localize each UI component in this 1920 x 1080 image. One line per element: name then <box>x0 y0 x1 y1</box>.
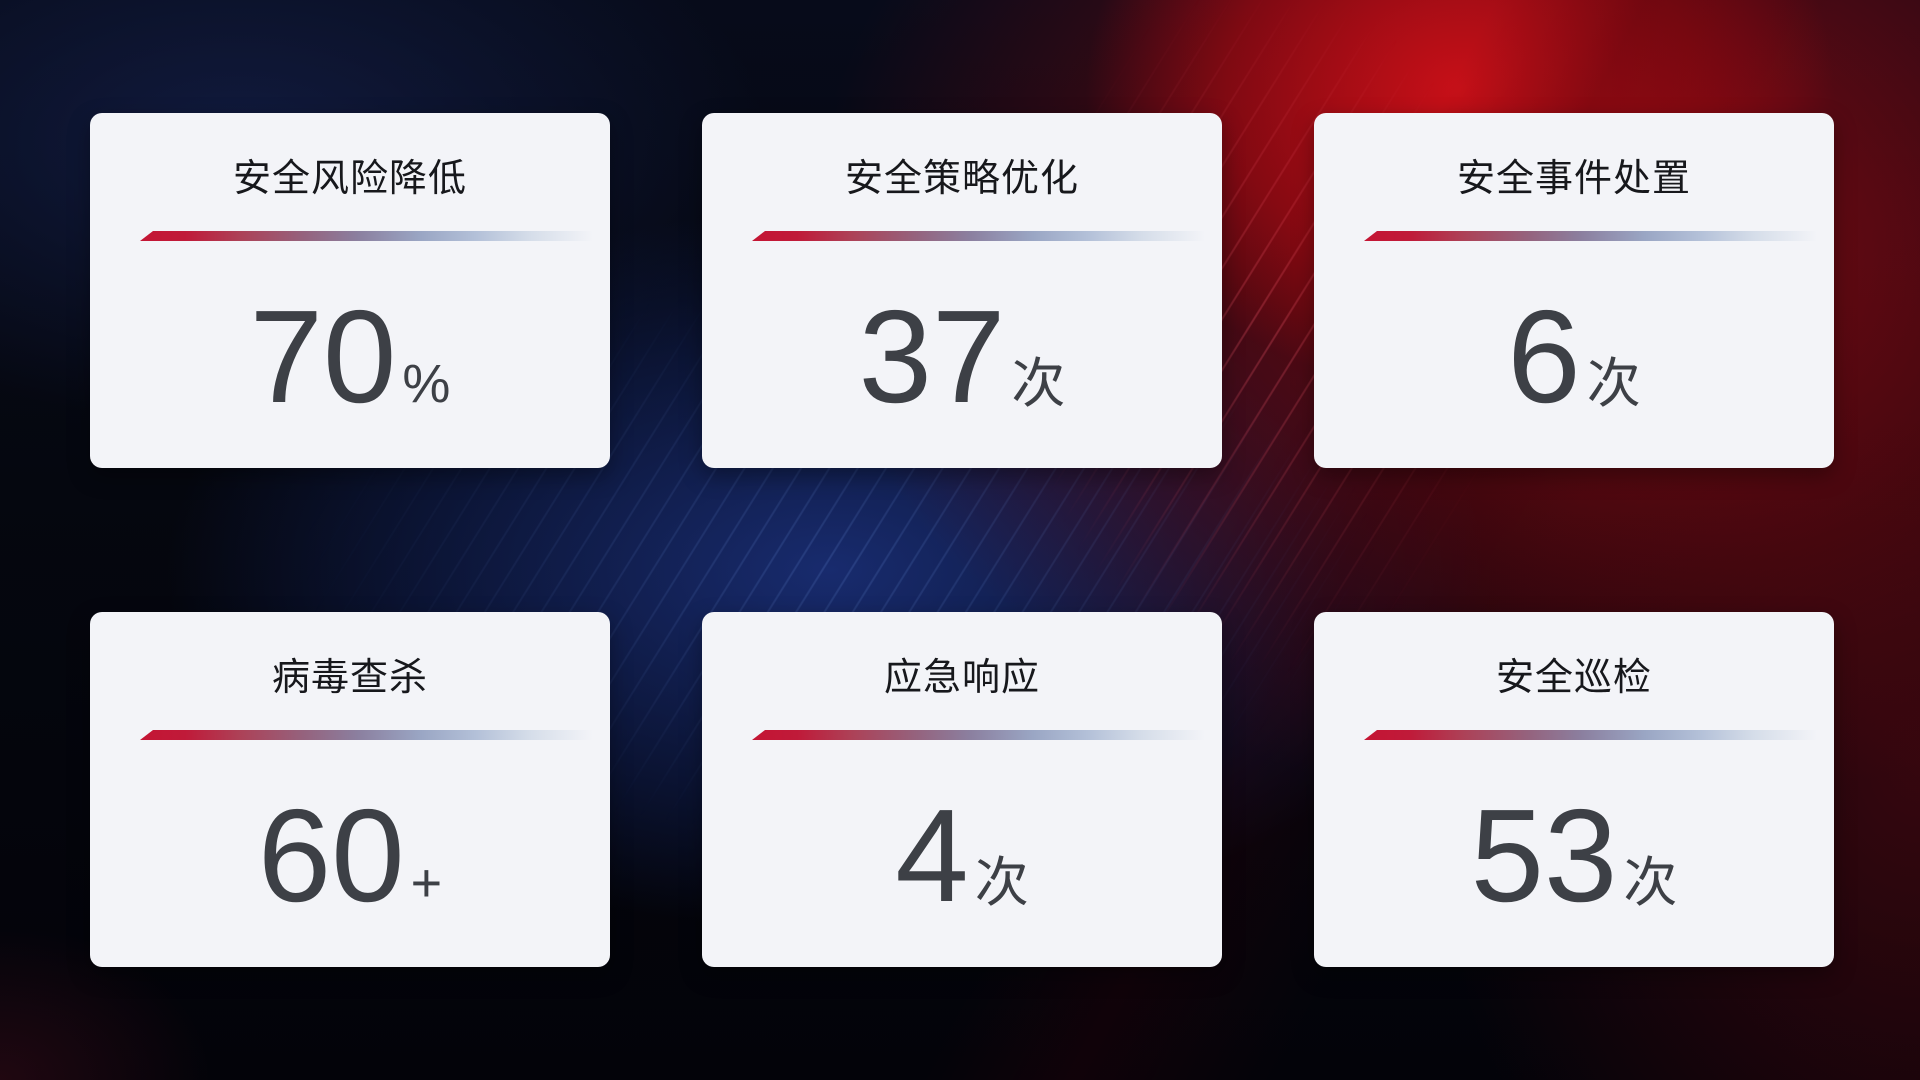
stat-card-security-inspection: 安全巡检 53 次 <box>1314 612 1834 967</box>
stat-value: 37 <box>858 283 1006 430</box>
stat-unit: % <box>402 354 451 414</box>
stat-card-risk-reduction: 安全风险降低 70 % <box>90 113 610 468</box>
stat-value: 4 <box>895 782 969 929</box>
stat-unit: 次 <box>974 853 1029 913</box>
stat-card-virus-scan: 病毒查杀 60 + <box>90 612 610 967</box>
stat-unit: 次 <box>1623 853 1678 913</box>
divider-accent-line <box>140 231 593 241</box>
card-title: 应急响应 <box>883 657 1040 699</box>
stat-unit: 次 <box>1586 354 1641 414</box>
stat-value: 60 <box>257 782 405 929</box>
stat-value-row: 6 次 <box>1314 291 1834 423</box>
stat-value-row: 37 次 <box>702 291 1222 423</box>
stat-value: 70 <box>249 283 397 430</box>
stat-value-row: 60 + <box>90 790 610 922</box>
card-title: 安全策略优化 <box>844 158 1079 200</box>
card-title: 安全风险降低 <box>232 158 467 200</box>
stat-value: 53 <box>1470 782 1618 929</box>
stat-unit: 次 <box>1011 354 1066 414</box>
stat-value-row: 4 次 <box>702 790 1222 922</box>
stat-value-row: 53 次 <box>1314 790 1834 922</box>
stat-card-policy-optimization: 安全策略优化 37 次 <box>702 113 1222 468</box>
stat-unit: + <box>410 853 443 913</box>
card-title: 安全巡检 <box>1495 657 1652 699</box>
divider-accent-line <box>752 231 1205 241</box>
divider-accent-line <box>1364 231 1817 241</box>
card-title: 安全事件处置 <box>1456 158 1691 200</box>
stat-value-row: 70 % <box>90 291 610 423</box>
stat-card-emergency-response: 应急响应 4 次 <box>702 612 1222 967</box>
divider-accent-line <box>1364 730 1817 740</box>
divider-accent-line <box>752 730 1205 740</box>
stat-value: 6 <box>1507 283 1581 430</box>
card-title: 病毒查杀 <box>271 657 428 699</box>
stat-card-grid: 安全风险降低 70 % 安全策略优化 37 次 安全事件处置 6 次 病毒查 <box>90 113 1834 967</box>
divider-accent-line <box>140 730 593 740</box>
stat-card-incident-handling: 安全事件处置 6 次 <box>1314 113 1834 468</box>
